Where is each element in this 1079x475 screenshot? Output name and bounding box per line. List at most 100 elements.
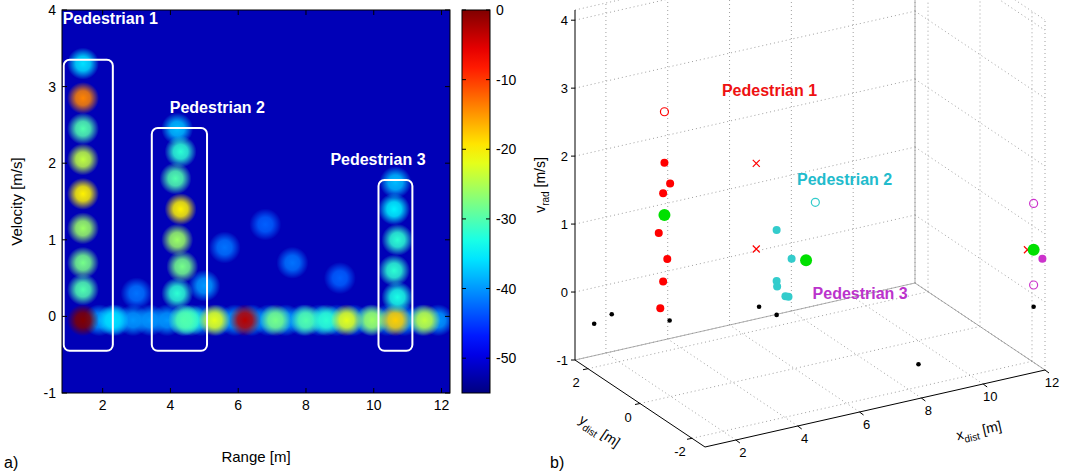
- grid-line: [640, 327, 980, 404]
- heat-spot: [67, 212, 99, 244]
- points: [592, 108, 1047, 367]
- heat-spot: [67, 274, 99, 306]
- x-tick: [102, 10, 103, 15]
- heatmap-background: [62, 10, 450, 393]
- x-tick-label: 4: [167, 397, 175, 413]
- y-tick: [445, 316, 450, 317]
- grid-line: [791, 0, 792, 311]
- heat-spot: [121, 277, 153, 309]
- point-centroid: [800, 254, 812, 266]
- panel-label: b): [550, 454, 564, 471]
- point: [666, 179, 674, 187]
- y-tick-label: 0: [624, 410, 631, 425]
- y-tick-label: 1: [48, 232, 56, 248]
- annotation-box: [152, 128, 207, 351]
- z-tick-label: 2: [561, 149, 568, 164]
- x-axis-title: xdist [m]: [955, 418, 1004, 447]
- colorbar-tick-label: -50: [496, 350, 516, 366]
- x-tick-label: 6: [234, 397, 242, 413]
- heat-spot: [381, 281, 413, 313]
- x-tick-label: 2: [739, 445, 746, 460]
- y-tick-label: -1: [44, 385, 57, 401]
- annotation-label: Pedestrian 2: [797, 171, 892, 188]
- x-tick: [441, 388, 442, 393]
- x-tick: [1045, 370, 1049, 373]
- y-axis-title: ydist [m]: [575, 411, 624, 452]
- colorbar-tick: [486, 288, 490, 289]
- point: [660, 159, 668, 167]
- grid-line: [853, 0, 854, 297]
- heatmap: [62, 10, 450, 393]
- grid-line: [915, 147, 1045, 234]
- grid-line: [915, 283, 1045, 370]
- heat-spot: [161, 224, 193, 256]
- heat-spot: [67, 48, 99, 80]
- z-tick: [571, 292, 575, 293]
- y-axis-line: [575, 360, 705, 447]
- colorbar-tick-label: -20: [496, 141, 516, 157]
- x-tick-label: 2: [99, 397, 107, 413]
- x-tick: [736, 440, 740, 443]
- heat-spot: [166, 251, 198, 283]
- colorbar-tick: [486, 218, 490, 219]
- heat-spot: [198, 304, 230, 336]
- x-axis-line: [705, 370, 1045, 447]
- x-tick: [798, 426, 802, 429]
- y-axis-title-rest: [m]: [595, 424, 623, 450]
- heat-spot: [67, 304, 99, 336]
- point-dot: [609, 312, 614, 317]
- point-open: [811, 198, 819, 206]
- y-tick: [62, 163, 67, 164]
- y-tick-label: 0: [48, 308, 56, 324]
- heat-spot: [67, 113, 99, 145]
- x-tick-label: 12: [434, 397, 450, 413]
- annotation-label: Pedestrian 1: [63, 10, 158, 27]
- x-tick-label: 6: [863, 417, 870, 432]
- y-tick-label: 4: [48, 2, 56, 18]
- x-tick: [441, 10, 442, 15]
- point-open: [660, 108, 668, 116]
- z-axis-title-sub: rad: [540, 191, 551, 205]
- colorbar-tick: [462, 10, 466, 11]
- point: [1038, 255, 1046, 263]
- z-axis-line: [575, 10, 576, 360]
- annotation-box: [378, 180, 412, 351]
- z-tick-label: 3: [561, 81, 568, 96]
- colorbar-tick: [486, 10, 490, 11]
- grid-line: [1032, 11, 1033, 361]
- heat-spot: [276, 247, 308, 279]
- heat-spot: [168, 304, 200, 336]
- x-tick: [305, 388, 306, 393]
- z-tick-label: 1: [561, 217, 568, 232]
- y-tick: [62, 239, 67, 240]
- y-tick: [445, 393, 450, 394]
- grid-line: [575, 147, 915, 224]
- z-axis-title-base: v: [532, 206, 548, 213]
- grid-line: [692, 361, 1032, 438]
- x-tick: [238, 388, 239, 393]
- heat-spot: [324, 262, 356, 294]
- point-dot: [774, 313, 779, 318]
- x-tick: [860, 412, 864, 415]
- box-edge: [575, 283, 915, 360]
- y-tick-label: 2: [48, 155, 56, 171]
- y-tick: [62, 393, 67, 394]
- grid-line: [915, 0, 916, 283]
- colorbar-tick: [486, 358, 490, 359]
- box-edge: [915, 283, 1045, 370]
- y-tick: [445, 239, 450, 240]
- annotation-label: Pedestrian 1: [722, 82, 817, 99]
- y-tick: [445, 86, 450, 87]
- x-tick: [305, 10, 306, 15]
- grid-line: [575, 11, 915, 88]
- point: [788, 255, 796, 263]
- y-tick: [583, 369, 588, 370]
- grid-line: [928, 0, 929, 292]
- point: [785, 293, 793, 301]
- heat-spot: [165, 193, 197, 225]
- grid-line: [915, 283, 1045, 370]
- point-dot: [757, 304, 762, 309]
- y-tick-label: 2: [572, 375, 579, 390]
- x-tick-label: 10: [366, 397, 382, 413]
- point: [659, 277, 667, 285]
